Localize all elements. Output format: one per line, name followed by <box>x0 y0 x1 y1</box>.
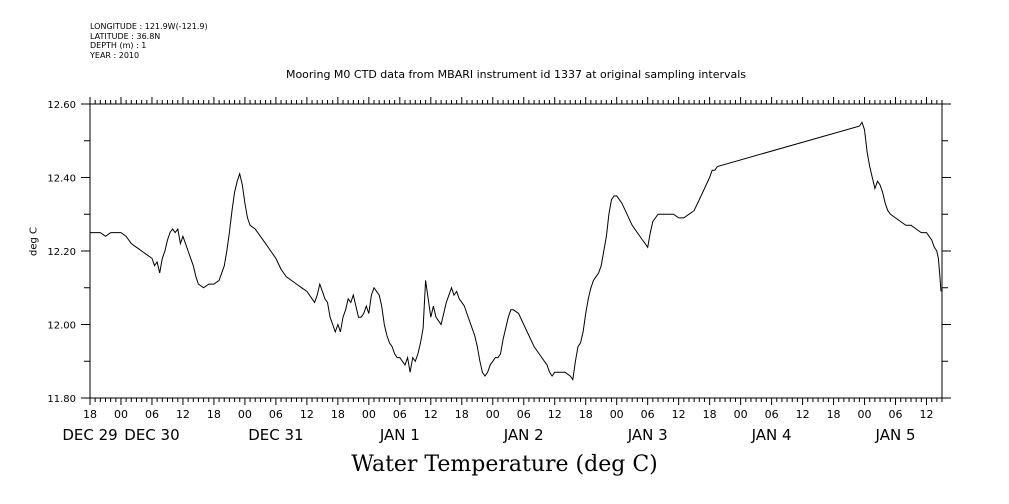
x-date-label: JAN 3 <box>627 426 668 444</box>
x-hour-label: 18 <box>455 408 469 421</box>
x-date-label: JAN 5 <box>875 426 916 444</box>
plot-frame <box>89 103 943 399</box>
x-hour-label: 06 <box>765 408 779 421</box>
x-hour-label: 00 <box>238 408 252 421</box>
x-hour-label: 12 <box>300 408 314 421</box>
x-hour-label: 00 <box>734 408 748 421</box>
depth-label: DEPTH (m) : 1 <box>90 41 147 50</box>
x-hour-label: 06 <box>145 408 159 421</box>
x-date-label: DEC 30 <box>124 426 179 444</box>
x-hour-label: 12 <box>796 408 810 421</box>
longitude-label: LONGITUDE : 121.9W(-121.9) <box>90 22 208 31</box>
x-date-label: DEC 29 <box>62 426 117 444</box>
y-tick-label: 12.20 <box>47 247 76 258</box>
x-hour-label: 12 <box>176 408 190 421</box>
y-tick-label: 12.40 <box>47 174 76 185</box>
latitude-label: LATITUDE : 36.8N <box>90 31 161 41</box>
chart-title: Mooring M0 CTD data from MBARI instrumen… <box>285 68 747 81</box>
temperature-series-line <box>90 121 942 381</box>
x-hour-label: 18 <box>83 408 97 421</box>
chart-footer-title: Water Temperature (deg C) <box>351 452 658 477</box>
x-hour-label: 12 <box>672 408 686 421</box>
x-hour-label: 06 <box>269 408 283 421</box>
x-date-label: JAN 2 <box>503 426 544 444</box>
x-hour-label: 18 <box>579 408 593 421</box>
x-hour-label: 06 <box>641 408 655 421</box>
x-hour-label: 12 <box>424 408 438 421</box>
x-hour-label: 18 <box>207 408 221 421</box>
x-hour-label: 18 <box>827 408 841 421</box>
x-hour-label: 00 <box>486 408 500 421</box>
year-label: YEAR : 2010 <box>90 50 140 60</box>
x-hour-label: 12 <box>548 408 562 421</box>
y-tick-label: 11.80 <box>47 394 76 405</box>
axis-tick-labels: 12.60 12.40 12.20 12.00 11.80 18 00 06 12 18 00 06 1… <box>47 100 933 444</box>
x-hour-label: 06 <box>517 408 531 421</box>
x-hour-label: 00 <box>362 408 376 421</box>
x-hour-label: 06 <box>393 408 407 421</box>
x-date-label: DEC 31 <box>248 426 303 444</box>
x-date-label: JAN 1 <box>379 426 420 444</box>
x-date-label: JAN 4 <box>751 426 792 444</box>
metadata-block: LONGITUDE : 121.9W(-121.9) LATITUDE : 36… <box>90 22 208 60</box>
x-hour-label: 12 <box>920 408 934 421</box>
x-hour-label: 00 <box>610 408 624 421</box>
x-hour-label: 00 <box>858 408 872 421</box>
x-hour-label: 18 <box>331 408 345 421</box>
axis-ticks <box>81 97 951 405</box>
x-hour-label: 00 <box>114 408 128 421</box>
y-tick-label: 12.60 <box>47 100 76 111</box>
x-hour-label: 18 <box>703 408 717 421</box>
y-tick-label: 12.00 <box>47 321 76 332</box>
x-hour-label: 06 <box>889 408 903 421</box>
